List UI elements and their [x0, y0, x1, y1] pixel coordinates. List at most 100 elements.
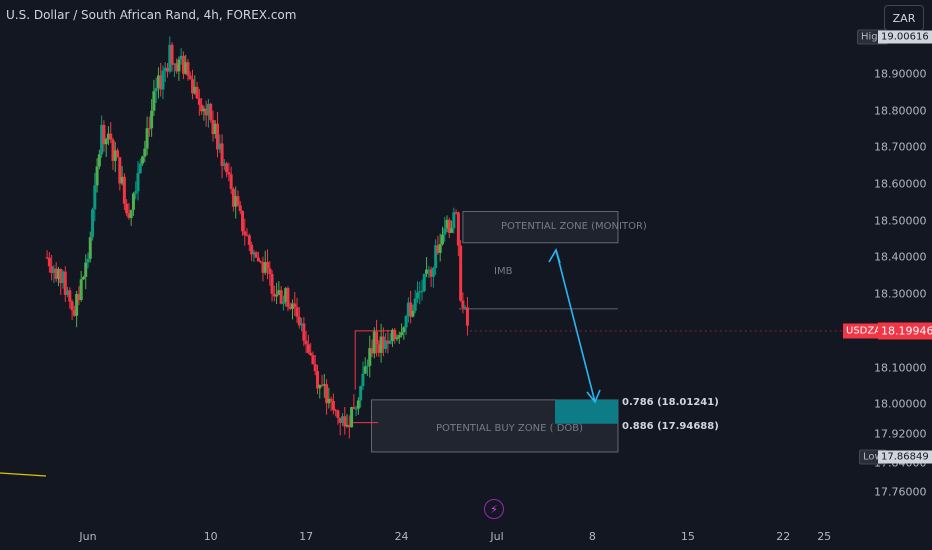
candle-body	[156, 75, 160, 88]
zones-layer	[0, 211, 619, 477]
candle-body	[104, 138, 108, 145]
candle-body	[300, 323, 304, 326]
candle-body	[340, 416, 344, 423]
candle-body	[54, 268, 58, 280]
candle-body	[184, 62, 188, 74]
y-tick-label: 17.92000	[874, 427, 927, 441]
candle-body	[425, 269, 429, 274]
candle-body	[177, 59, 181, 72]
y-tick-label: 18.60000	[874, 177, 927, 191]
candle	[216, 111, 220, 158]
candle-body	[70, 301, 74, 311]
target-zone	[555, 399, 618, 424]
candle	[270, 270, 274, 302]
candle	[263, 250, 267, 275]
candle-body	[202, 108, 206, 112]
y-tick-label: 18.30000	[874, 287, 927, 301]
candle-body	[284, 288, 288, 302]
candle-body	[365, 365, 369, 367]
candle-body	[154, 87, 158, 92]
candle-body	[238, 205, 242, 212]
candle-body	[168, 44, 172, 72]
candle	[259, 260, 263, 264]
candle	[438, 233, 442, 262]
candle	[343, 406, 347, 435]
candle-body	[256, 257, 260, 262]
candle	[211, 110, 215, 142]
candle	[177, 56, 181, 81]
candle-body	[447, 219, 451, 233]
candle-body	[327, 398, 331, 404]
candle	[300, 317, 304, 332]
candle-body	[191, 79, 195, 94]
candle-body	[415, 292, 419, 299]
candle	[447, 217, 451, 238]
candle	[125, 199, 129, 217]
candle-body	[370, 348, 374, 354]
candle-body	[318, 384, 322, 389]
candle-body	[59, 268, 63, 283]
y-tick-label: 18.10000	[874, 361, 927, 375]
candle	[368, 335, 372, 378]
fib-0886-label: 0.886 (17.94688)	[622, 421, 719, 432]
candle-body	[465, 307, 469, 326]
candle-body	[361, 373, 365, 387]
candle	[152, 79, 156, 117]
candle-body	[356, 400, 360, 409]
candle-body	[436, 245, 440, 253]
candle-body	[56, 268, 60, 280]
candle	[170, 42, 174, 72]
candle	[340, 413, 344, 426]
candle-body	[88, 237, 92, 259]
candle	[150, 99, 154, 137]
candle-body	[459, 245, 463, 301]
candle	[245, 228, 249, 237]
candle-body	[452, 212, 456, 229]
candle	[179, 48, 183, 65]
candle-body	[266, 262, 270, 269]
candle-body	[159, 75, 163, 90]
candle	[440, 226, 444, 246]
candle-body	[350, 406, 354, 428]
candle-body	[315, 371, 319, 389]
candle-body	[243, 231, 247, 236]
candle	[129, 209, 133, 226]
candle-body	[277, 290, 281, 295]
candle-body	[216, 123, 220, 150]
candle	[109, 122, 113, 144]
candle	[168, 36, 172, 74]
candle-body	[227, 172, 231, 175]
lightning-icon[interactable]: ⚡	[484, 499, 504, 519]
currency-button[interactable]: ZAR	[884, 5, 924, 31]
candle	[370, 339, 374, 358]
candle	[106, 126, 110, 145]
x-tick-label: 25	[817, 530, 832, 543]
candle	[272, 285, 276, 302]
candle-body	[200, 104, 204, 112]
candle-body	[129, 209, 133, 218]
candle	[54, 262, 58, 283]
candle	[393, 327, 397, 344]
candle-body	[302, 323, 306, 341]
candle	[227, 162, 231, 182]
last-price-tag: 18.19946	[878, 322, 932, 340]
candle	[459, 240, 463, 303]
candle-body	[343, 416, 347, 427]
candle	[241, 210, 245, 236]
candle-body	[261, 262, 265, 273]
candle-body	[270, 273, 274, 294]
candle-body	[393, 329, 397, 340]
candle	[229, 166, 233, 194]
candle-body	[77, 293, 81, 301]
candle-body	[413, 298, 417, 311]
candle	[363, 357, 367, 374]
candle	[334, 408, 338, 417]
y-tick-label: 18.40000	[874, 250, 927, 264]
candle	[166, 63, 170, 78]
candle-body	[245, 235, 249, 237]
candle-body	[359, 386, 363, 401]
candle-body	[97, 154, 101, 167]
candle	[352, 394, 356, 409]
candle-body	[329, 398, 333, 401]
